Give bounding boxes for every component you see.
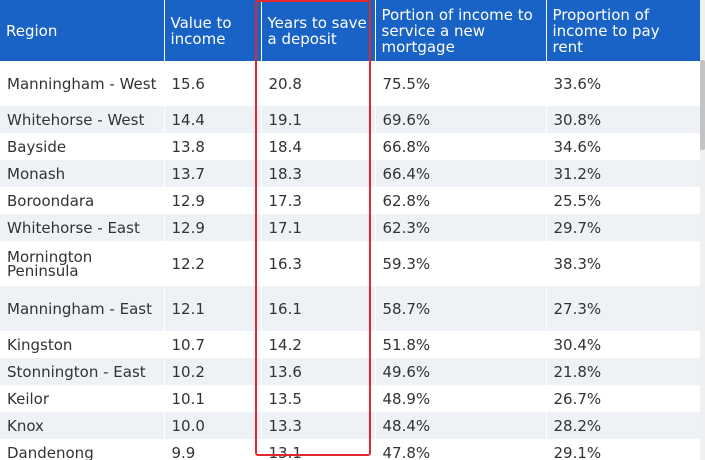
cell-mortgage-portion: 58.7% (375, 286, 547, 331)
cell-rent-proportion: 31.2% (546, 160, 700, 187)
table-row: Bayside 13.8 18.4 66.8% 34.6% (0, 133, 700, 160)
cell-rent-proportion: 27.3% (546, 286, 700, 331)
cell-rent-proportion: 28.2% (546, 412, 700, 439)
cell-region: Whitehorse - East (0, 214, 165, 241)
cell-years-to-save: 17.3 (261, 187, 376, 214)
cell-mortgage-portion: 66.8% (375, 133, 547, 160)
header-mortgage-portion[interactable]: Portion of income to service a new mortg… (375, 0, 547, 61)
cell-region: Stonnington - East (0, 358, 165, 385)
cell-region: Monash (0, 160, 165, 187)
table-row: Mornington Peninsula 12.2 16.3 59.3% 38.… (0, 241, 700, 286)
cell-region: Keilor (0, 385, 165, 412)
cell-mortgage-portion: 75.5% (375, 61, 547, 106)
cell-region: Manningham - West (0, 61, 165, 106)
cell-value-to-income: 10.0 (164, 412, 262, 439)
scrollbar-thumb[interactable] (700, 60, 705, 150)
cell-rent-proportion: 30.4% (546, 331, 700, 358)
cell-years-to-save: 20.8 (261, 61, 376, 106)
cell-value-to-income: 13.8 (164, 133, 262, 160)
cell-region: Kingston (0, 331, 165, 358)
cell-value-to-income: 12.9 (164, 214, 262, 241)
cell-mortgage-portion: 66.4% (375, 160, 547, 187)
header-years-to-save-deposit[interactable]: Years to save a deposit (261, 0, 376, 61)
cell-mortgage-portion: 62.8% (375, 187, 547, 214)
cell-rent-proportion: 26.7% (546, 385, 700, 412)
cell-region: Whitehorse - West (0, 106, 165, 133)
table-row: Whitehorse - West 14.4 19.1 69.6% 30.8% (0, 106, 700, 133)
cell-region: Mornington Peninsula (0, 241, 165, 286)
cell-region: Dandenong (0, 439, 165, 460)
cell-mortgage-portion: 49.6% (375, 358, 547, 385)
cell-value-to-income: 15.6 (164, 61, 262, 106)
cell-mortgage-portion: 69.6% (375, 106, 547, 133)
cell-years-to-save: 17.1 (261, 214, 376, 241)
table-row: Stonnington - East 10.2 13.6 49.6% 21.8% (0, 358, 700, 385)
header-region[interactable]: Region (0, 0, 165, 61)
cell-value-to-income: 9.9 (164, 439, 262, 460)
vertical-scrollbar[interactable] (700, 0, 705, 460)
cell-rent-proportion: 33.6% (546, 61, 700, 106)
cell-mortgage-portion: 47.8% (375, 439, 547, 460)
cell-years-to-save: 19.1 (261, 106, 376, 133)
cell-rent-proportion: 30.8% (546, 106, 700, 133)
cell-rent-proportion: 21.8% (546, 358, 700, 385)
table-row: Manningham - West 15.6 20.8 75.5% 33.6% (0, 61, 700, 106)
cell-rent-proportion: 29.7% (546, 214, 700, 241)
cell-region: Boroondara (0, 187, 165, 214)
table-row: Dandenong 9.9 13.1 47.8% 29.1% (0, 439, 700, 460)
cell-value-to-income: 12.2 (164, 241, 262, 286)
cell-region: Knox (0, 412, 165, 439)
cell-value-to-income: 13.7 (164, 160, 262, 187)
cell-region: Bayside (0, 133, 165, 160)
cell-mortgage-portion: 59.3% (375, 241, 547, 286)
header-row: Region Value to income Years to save a d… (0, 0, 700, 61)
cell-mortgage-portion: 48.9% (375, 385, 547, 412)
table-row: Knox 10.0 13.3 48.4% 28.2% (0, 412, 700, 439)
cell-value-to-income: 12.1 (164, 286, 262, 331)
table-row: Keilor 10.1 13.5 48.9% 26.7% (0, 385, 700, 412)
cell-value-to-income: 10.1 (164, 385, 262, 412)
table-row: Boroondara 12.9 17.3 62.8% 25.5% (0, 187, 700, 214)
cell-value-to-income: 10.2 (164, 358, 262, 385)
cell-years-to-save: 13.6 (261, 358, 376, 385)
cell-years-to-save: 16.1 (261, 286, 376, 331)
table-row: Monash 13.7 18.3 66.4% 31.2% (0, 160, 700, 187)
table-row: Manningham - East 12.1 16.1 58.7% 27.3% (0, 286, 700, 331)
cell-value-to-income: 14.4 (164, 106, 262, 133)
cell-rent-proportion: 29.1% (546, 439, 700, 460)
cell-region: Manningham - East (0, 286, 165, 331)
cell-rent-proportion: 25.5% (546, 187, 700, 214)
header-value-to-income[interactable]: Value to income (164, 0, 262, 61)
cell-years-to-save: 14.2 (261, 331, 376, 358)
cell-mortgage-portion: 48.4% (375, 412, 547, 439)
cell-years-to-save: 18.3 (261, 160, 376, 187)
cell-mortgage-portion: 62.3% (375, 214, 547, 241)
table-row: Kingston 10.7 14.2 51.8% 30.4% (0, 331, 700, 358)
cell-years-to-save: 13.1 (261, 439, 376, 460)
cell-mortgage-portion: 51.8% (375, 331, 547, 358)
table-row: Whitehorse - East 12.9 17.1 62.3% 29.7% (0, 214, 700, 241)
cell-years-to-save: 18.4 (261, 133, 376, 160)
cell-years-to-save: 13.5 (261, 385, 376, 412)
cell-rent-proportion: 38.3% (546, 241, 700, 286)
cell-years-to-save: 16.3 (261, 241, 376, 286)
cell-value-to-income: 10.7 (164, 331, 262, 358)
cell-rent-proportion: 34.6% (546, 133, 700, 160)
cell-years-to-save: 13.3 (261, 412, 376, 439)
cell-value-to-income: 12.9 (164, 187, 262, 214)
header-rent-proportion[interactable]: Proportion of income to pay rent (546, 0, 700, 61)
